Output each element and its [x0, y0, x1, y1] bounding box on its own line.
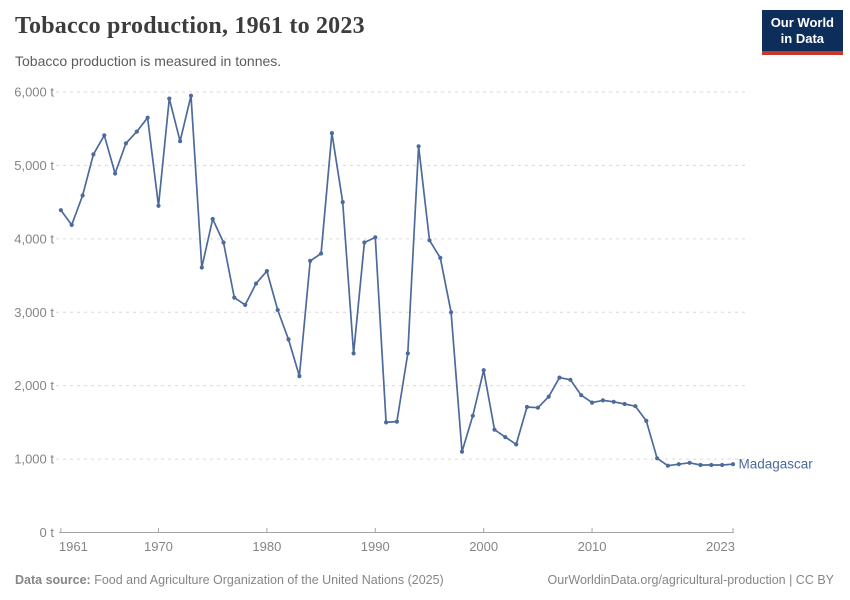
data-point[interactable]	[253, 281, 259, 286]
data-source-text: Food and Agriculture Organization of the…	[90, 573, 444, 587]
data-point[interactable]	[514, 442, 519, 447]
y-tick-label: 6,000 t	[14, 85, 54, 100]
y-tick-label: 1,000 t	[14, 452, 54, 467]
data-point[interactable]	[80, 193, 85, 198]
data-point[interactable]	[232, 295, 237, 300]
data-point[interactable]	[297, 374, 302, 379]
series-line-madagascar[interactable]	[60, 94, 734, 467]
data-point[interactable]	[600, 398, 606, 403]
x-tick-label: 1990	[361, 539, 390, 554]
owid-logo[interactable]: Our World in Data	[761, 10, 843, 55]
data-point[interactable]	[243, 302, 248, 307]
chart-subtitle: Tobacco production is measured in tonnes…	[15, 53, 282, 69]
data-point[interactable]	[730, 462, 736, 467]
data-point[interactable]	[275, 307, 280, 313]
data-point[interactable]	[405, 351, 410, 356]
data-point[interactable]	[481, 368, 486, 373]
data-point[interactable]	[384, 420, 389, 425]
data-point[interactable]	[709, 462, 714, 468]
data-point[interactable]	[557, 375, 562, 380]
data-point[interactable]	[622, 401, 627, 407]
data-point[interactable]	[633, 404, 638, 409]
data-point[interactable]	[329, 131, 334, 136]
x-tick-label: 2023	[706, 539, 735, 554]
y-tick-label: 3,000 t	[14, 305, 54, 320]
data-point[interactable]	[394, 419, 399, 424]
x-tick-label: 2000	[469, 539, 498, 554]
data-point[interactable]	[210, 216, 215, 222]
credit-link[interactable]: OurWorldinData.org/agricultural-producti…	[547, 573, 834, 587]
data-point[interactable]	[438, 255, 443, 260]
data-point[interactable]	[286, 337, 291, 342]
data-point[interactable]	[459, 449, 465, 454]
data-point[interactable]	[58, 208, 64, 213]
data-point[interactable]	[470, 413, 475, 418]
data-point[interactable]	[308, 258, 313, 263]
owid-logo-line2: in Data	[780, 30, 825, 46]
data-point[interactable]	[113, 171, 118, 176]
data-point[interactable]	[644, 418, 649, 423]
data-point[interactable]	[416, 144, 421, 149]
y-tick-label: 5,000 t	[14, 158, 54, 173]
data-point[interactable]	[535, 405, 541, 410]
data-point[interactable]	[720, 462, 725, 468]
data-point[interactable]	[156, 203, 161, 208]
data-point[interactable]	[687, 460, 692, 465]
data-point[interactable]	[167, 96, 172, 101]
data-point[interactable]	[427, 238, 432, 243]
data-point[interactable]	[590, 400, 595, 405]
data-source-label: Data source:	[15, 573, 91, 587]
data-point[interactable]	[319, 251, 324, 256]
data-point[interactable]	[611, 399, 616, 404]
data-point[interactable]	[362, 240, 367, 245]
data-point[interactable]	[546, 394, 551, 399]
data-point[interactable]	[264, 269, 269, 274]
data-point[interactable]	[655, 456, 660, 461]
page-title: Tobacco production, 1961 to 2023	[15, 13, 365, 39]
data-point[interactable]	[579, 393, 584, 398]
data-point[interactable]	[188, 93, 194, 98]
data-point[interactable]	[134, 129, 139, 134]
data-point[interactable]	[351, 351, 356, 356]
x-tick-label: 1980	[252, 539, 281, 554]
x-tick-label: 1970	[144, 539, 173, 554]
data-point[interactable]	[503, 435, 508, 440]
y-tick-label: 0 t	[40, 525, 55, 540]
data-point[interactable]	[102, 133, 107, 138]
y-tick-label: 4,000 t	[14, 231, 54, 246]
data-point[interactable]	[91, 152, 96, 157]
series-label-madagascar[interactable]: Madagascar	[738, 457, 813, 472]
owid-logo-line1: Our World	[770, 15, 834, 30]
data-point[interactable]	[492, 427, 497, 432]
data-point[interactable]	[199, 265, 204, 270]
data-point[interactable]	[524, 404, 530, 410]
data-point[interactable]	[340, 200, 345, 205]
data-point[interactable]	[145, 115, 150, 120]
data-point[interactable]	[69, 222, 74, 227]
data-point[interactable]	[221, 240, 226, 245]
data-point[interactable]	[178, 139, 183, 144]
data-point[interactable]	[676, 462, 681, 467]
data-point[interactable]	[665, 463, 671, 468]
data-point[interactable]	[373, 235, 378, 240]
data-source: Data source: Food and Agriculture Organi…	[15, 573, 444, 587]
chart-footer: Data source: Food and Agriculture Organi…	[15, 573, 834, 587]
x-tick-label: 1961	[59, 539, 88, 554]
data-point[interactable]	[568, 377, 573, 382]
data-point[interactable]	[698, 462, 703, 468]
y-tick-label: 2,000 t	[14, 378, 54, 393]
data-point[interactable]	[449, 310, 454, 315]
x-tick-label: 2010	[578, 539, 607, 554]
data-point[interactable]	[123, 141, 128, 146]
